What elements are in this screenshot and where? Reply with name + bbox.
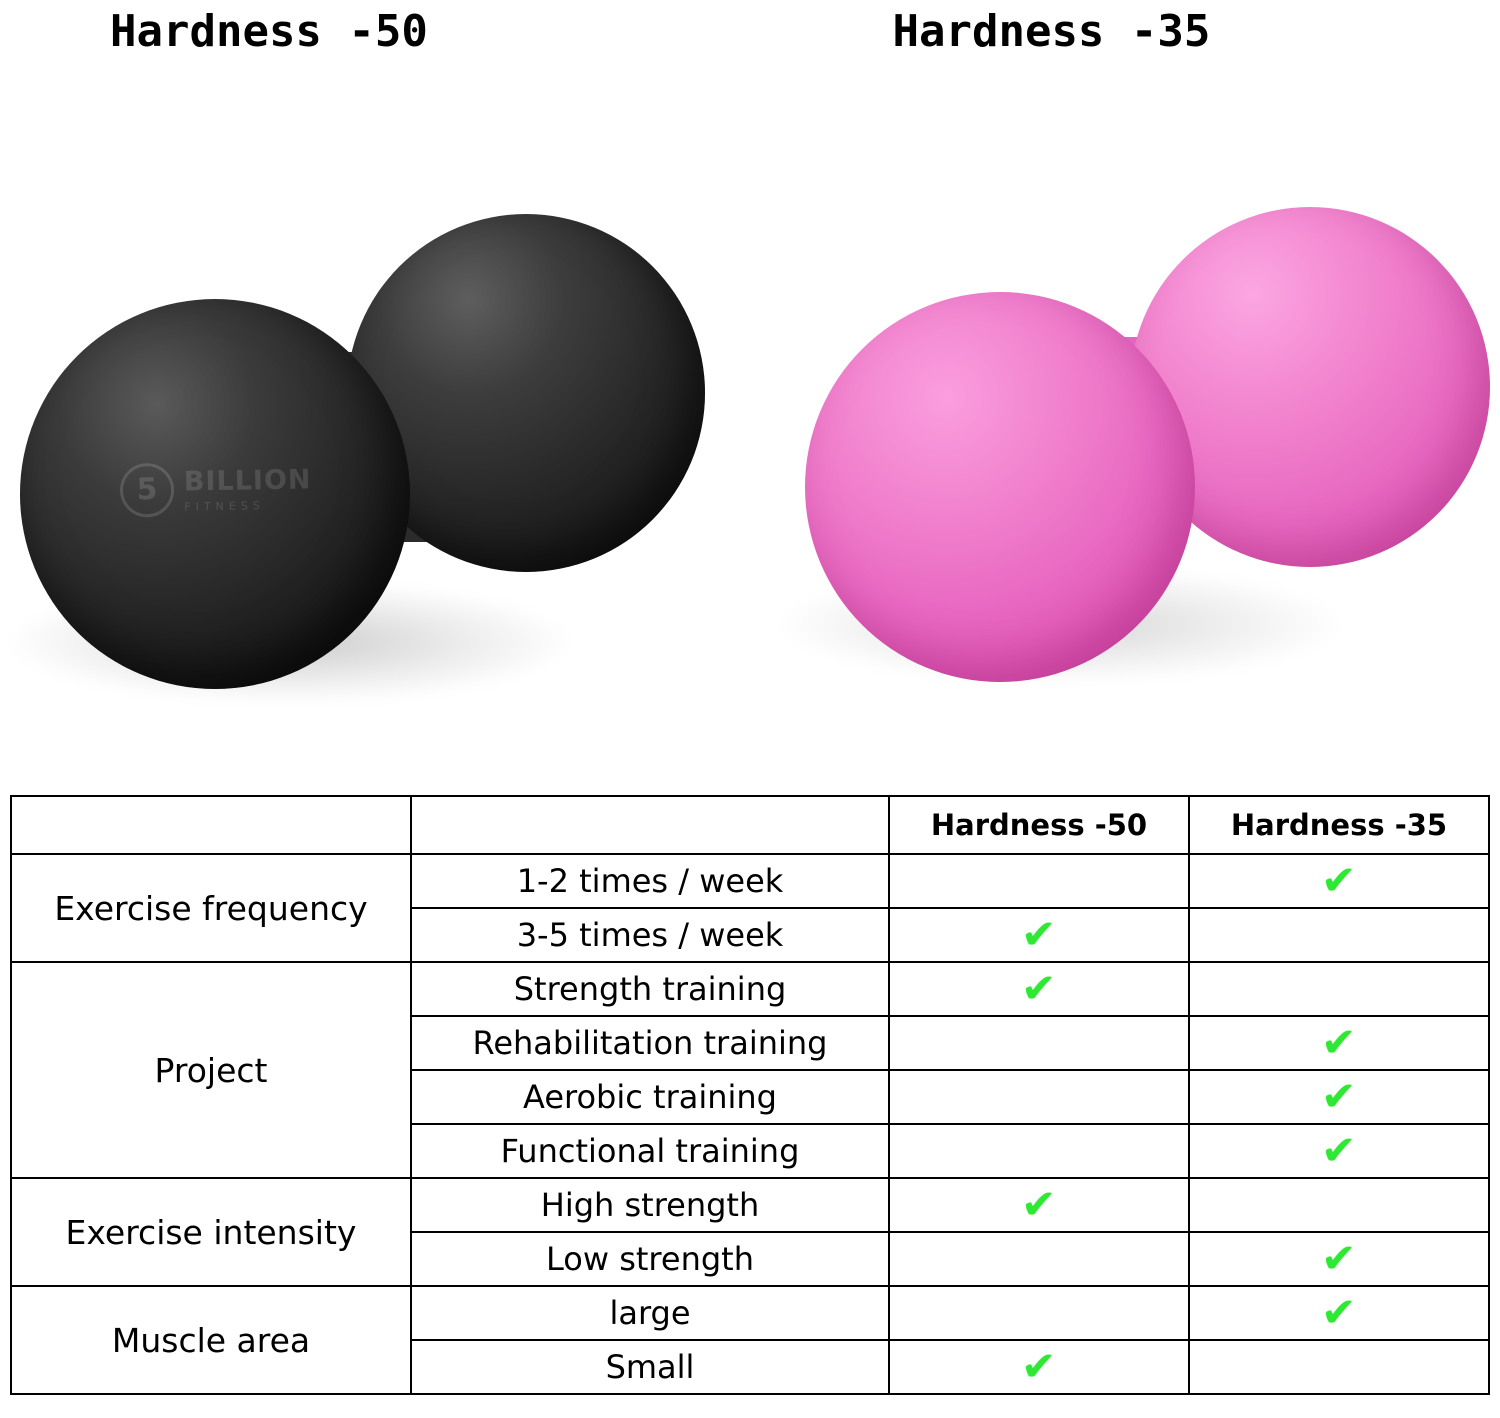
- brand-logo-black: 5 BILLION FITNESS: [119, 460, 313, 518]
- item-cell: Small: [410, 1339, 890, 1395]
- item-cell: 3-5 times / week: [410, 907, 890, 963]
- check-icon: ✔: [1321, 1127, 1357, 1174]
- table-row: Aerobic training ✔: [11, 1069, 1490, 1125]
- category-cell: Exercise frequency: [10, 853, 412, 963]
- table-row: 3-5 times / week ✔: [11, 907, 1490, 963]
- heading-left: Hardness -50: [0, 0, 718, 62]
- table-row: Functional training ✔: [11, 1123, 1490, 1179]
- table-row: Low strength ✔: [11, 1231, 1490, 1287]
- check-cell-hardness-50: [888, 1231, 1190, 1287]
- item-cell: Functional training: [410, 1123, 890, 1179]
- check-cell-hardness-50: [888, 1123, 1190, 1179]
- header-cell-hardness-35: Hardness -35: [1188, 795, 1490, 855]
- heading-hardness-35: Hardness -35: [892, 5, 1211, 57]
- check-icon: ✔: [1021, 911, 1057, 958]
- check-cell-hardness-50: ✔: [888, 961, 1190, 1017]
- comparison-table: Hardness -50 Hardness -35 Exercise frequen…: [10, 795, 1490, 1395]
- header-cell-hardness-50: Hardness -50: [888, 795, 1190, 855]
- check-cell-hardness-35: [1188, 1339, 1490, 1395]
- table-row: Project Strength training ✔: [10, 961, 1490, 1179]
- heading-right: Hardness -35: [718, 0, 1500, 62]
- item-cell: Rehabilitation training: [410, 1015, 890, 1071]
- table-row: Muscle area large ✔: [10, 1285, 1490, 1395]
- item-cell: Strength training: [410, 961, 890, 1017]
- item-cell: Low strength: [410, 1231, 890, 1287]
- check-cell-hardness-35: ✔: [1188, 1123, 1490, 1179]
- check-cell-hardness-50: ✔: [888, 907, 1190, 963]
- comparison-table-wrapper: Hardness -50 Hardness -35 Exercise frequen…: [10, 795, 1490, 1395]
- check-icon: ✔: [1321, 1073, 1357, 1120]
- check-cell-hardness-35: [1188, 1177, 1490, 1233]
- product-image-black: 5 BILLION FITNESS: [0, 62, 750, 777]
- header-cell-item: [410, 795, 890, 855]
- product-image-pink: 5 BILLION FITNESS: [750, 62, 1500, 777]
- headings-row: Hardness -50 Hardness -35: [0, 0, 1500, 62]
- product-images: 5 BILLION FITNESS 5 BILLION FITNESS: [0, 62, 1500, 777]
- table-row: Exercise frequency 1-2 times / week ✔: [10, 853, 1490, 963]
- check-cell-hardness-35: [1188, 961, 1490, 1017]
- table-header-row: Hardness -50 Hardness -35: [10, 795, 1490, 855]
- check-cell-hardness-50: [888, 1015, 1190, 1071]
- check-icon: ✔: [1021, 1181, 1057, 1228]
- item-cell: High strength: [410, 1177, 890, 1233]
- heading-hardness-50: Hardness -50: [110, 5, 428, 57]
- check-icon: ✔: [1321, 1019, 1357, 1066]
- check-cell-hardness-35: ✔: [1188, 1015, 1490, 1071]
- check-icon: ✔: [1321, 1289, 1357, 1336]
- check-cell-hardness-50: ✔: [888, 1177, 1190, 1233]
- check-cell-hardness-35: [1188, 907, 1490, 963]
- check-icon: ✔: [1321, 857, 1357, 904]
- check-cell-hardness-35: ✔: [1188, 1069, 1490, 1125]
- item-cell: large: [410, 1285, 890, 1341]
- check-icon: ✔: [1021, 1343, 1057, 1390]
- category-cell: Muscle area: [10, 1285, 412, 1395]
- logo-mark-icon: 5: [119, 462, 175, 518]
- logo-brand-text: BILLION: [183, 463, 312, 498]
- pink-ball-lower: [805, 292, 1195, 682]
- item-cell: Aerobic training: [410, 1069, 890, 1125]
- check-icon: ✔: [1021, 965, 1057, 1012]
- table-row: Exercise intensity High strength ✔: [10, 1177, 1490, 1287]
- item-cell: 1-2 times / week: [410, 853, 890, 909]
- category-cell: Project: [10, 961, 412, 1179]
- check-icon: ✔: [1321, 1235, 1357, 1282]
- table-row: Small ✔: [11, 1339, 1490, 1395]
- table-row: Rehabilitation training ✔: [11, 1015, 1490, 1071]
- check-cell-hardness-50: [888, 1285, 1190, 1341]
- category-cell: Exercise intensity: [10, 1177, 412, 1287]
- check-cell-hardness-50: [888, 1069, 1190, 1125]
- check-cell-hardness-35: ✔: [1188, 1285, 1490, 1341]
- black-ball-lower: [20, 299, 410, 689]
- logo-sub-text: FITNESS: [184, 498, 265, 514]
- check-cell-hardness-35: ✔: [1188, 853, 1490, 909]
- check-cell-hardness-50: [888, 853, 1190, 909]
- check-cell-hardness-50: ✔: [888, 1339, 1190, 1395]
- header-cell-category: [10, 795, 412, 855]
- check-cell-hardness-35: ✔: [1188, 1231, 1490, 1287]
